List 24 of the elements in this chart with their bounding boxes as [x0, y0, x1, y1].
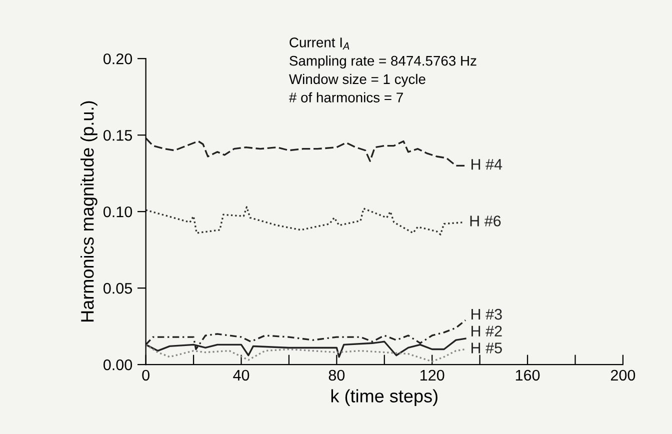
- series-label: H #3: [472, 308, 502, 320]
- y-axis-title: Harmonics magnitude (p.u.): [80, 101, 98, 322]
- y-tick-label: 0.20: [103, 53, 132, 64]
- y-tick-label: 0.15: [103, 130, 132, 141]
- series-label: H #4: [472, 159, 502, 170]
- line-series: [146, 344, 466, 362]
- line-series: [146, 137, 466, 167]
- x-tick-label: 160: [516, 370, 540, 381]
- annotation: Sampling rate = 8474.5763 Hz: [290, 56, 476, 68]
- series-label: H #5: [472, 342, 502, 354]
- series-label: H #2: [472, 326, 502, 336]
- x-tick-label: 0: [142, 370, 150, 381]
- series-label: H #6: [470, 216, 501, 226]
- y-tick-label: 0.10: [103, 206, 132, 218]
- x-tick-label: 80: [328, 370, 345, 381]
- x-tick-label: 200: [610, 370, 636, 381]
- x-axis-title: k (time steps): [331, 389, 438, 406]
- y-tick-label: 0.00: [103, 359, 132, 370]
- x-tick-label: 40: [233, 370, 250, 381]
- text: Current I$_{A}$: [290, 38, 350, 50]
- annotation: Window size = 1 cycle: [289, 74, 426, 87]
- x-tick-label: 120: [420, 370, 444, 381]
- y-tick-label: 0.05: [103, 282, 132, 294]
- annotation: # of harmonics = 7: [289, 92, 403, 102]
